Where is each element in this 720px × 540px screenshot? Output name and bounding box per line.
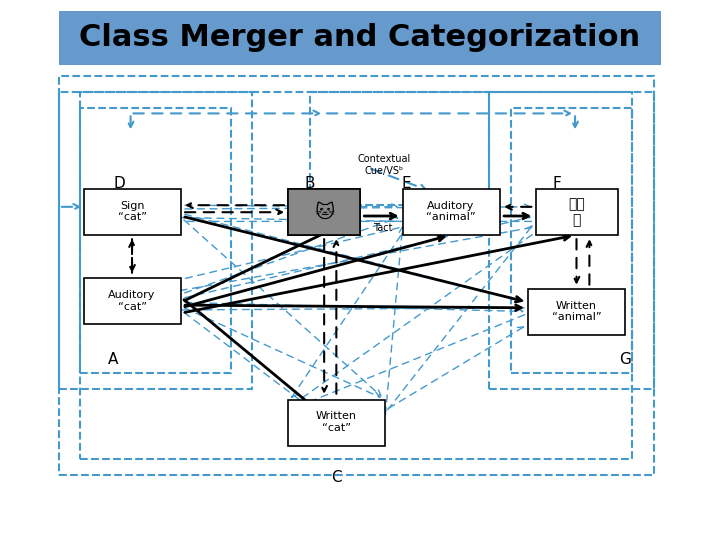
Bar [59, 76, 654, 475]
Text: F: F [553, 176, 562, 191]
Bar [288, 189, 360, 235]
Text: Written
“cat”: Written “cat” [316, 411, 357, 433]
Bar [81, 92, 632, 459]
Bar [288, 189, 360, 235]
Text: 🐇🐕
🦆: 🐇🐕 🦆 [568, 197, 585, 227]
Text: E: E [402, 176, 411, 191]
Bar [288, 400, 385, 446]
Text: Tact: Tact [373, 224, 392, 233]
Bar [510, 108, 632, 373]
Bar [489, 92, 654, 389]
Text: Contextual
Cue/VSᵇ: Contextual Cue/VSᵇ [358, 154, 411, 176]
Bar [403, 189, 500, 235]
Text: G: G [619, 352, 631, 367]
FancyBboxPatch shape [59, 11, 661, 65]
Text: B: B [305, 176, 315, 191]
Text: Auditory
“animal”: Auditory “animal” [426, 201, 476, 222]
Bar [59, 92, 253, 389]
Bar [84, 278, 181, 324]
Bar [528, 289, 625, 335]
Bar [310, 92, 489, 205]
Text: Sign
“cat”: Sign “cat” [117, 201, 147, 222]
Text: Class Merger and Categorization: Class Merger and Categorization [79, 23, 641, 52]
Bar [536, 189, 618, 235]
Text: Auditory
“cat”: Auditory “cat” [108, 290, 156, 312]
Text: C: C [331, 470, 342, 485]
Text: Written
“animal”: Written “animal” [552, 301, 601, 322]
Text: A: A [107, 352, 118, 367]
Bar [84, 189, 181, 235]
Text: 🐱: 🐱 [314, 202, 334, 222]
Bar [81, 108, 231, 373]
Text: D: D [114, 176, 126, 191]
